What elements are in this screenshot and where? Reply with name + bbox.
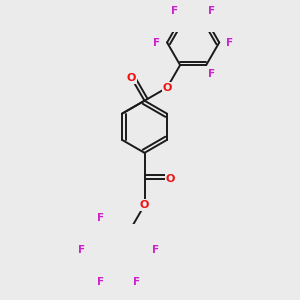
Text: O: O <box>140 200 149 210</box>
Text: F: F <box>97 213 104 223</box>
Text: F: F <box>133 277 140 287</box>
Text: O: O <box>166 174 175 184</box>
Text: O: O <box>127 73 136 83</box>
Text: F: F <box>171 6 178 16</box>
Text: F: F <box>152 245 159 255</box>
Text: O: O <box>162 83 172 93</box>
Text: F: F <box>208 6 215 16</box>
Text: F: F <box>78 245 85 255</box>
Text: F: F <box>208 69 215 79</box>
Text: F: F <box>153 38 160 47</box>
Text: F: F <box>97 277 104 287</box>
Text: F: F <box>226 38 233 47</box>
